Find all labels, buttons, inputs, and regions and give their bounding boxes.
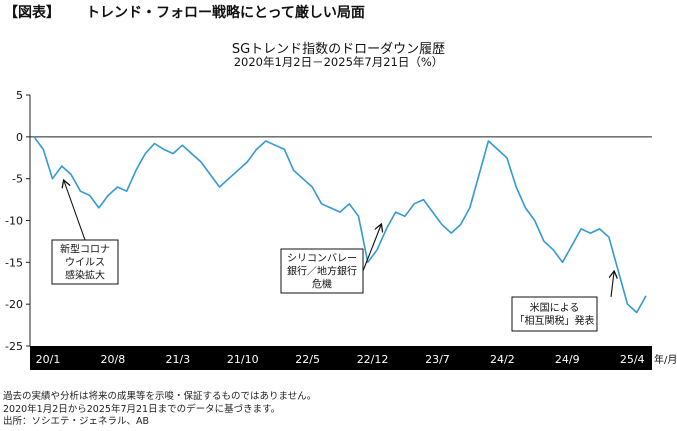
chart-title: SGトレンド指数のドローダウン履歴 [231,42,446,57]
x-tick-label: 20/8 [101,353,126,366]
y-tick-label: 5 [16,89,23,102]
footnote-disclaimer: 過去の実績や分析は将来の成果等を示唆・保証するものではありません。 [3,391,317,402]
y-tick-label: -5 [12,173,23,186]
annotation-text: シリコンバレー [287,253,357,265]
x-tick-label: 23/7 [425,353,450,366]
header-title: 【図表】 トレンド・フォロー戦略にとって厳しい局面 [4,2,365,22]
x-tick-label: 24/2 [490,353,515,366]
x-tick-label: 20/1 [36,353,61,366]
annotation-text: 危機 [312,278,332,291]
annotation-text: 感染拡大 [65,269,105,282]
annotation-arrow [64,181,86,241]
y-tick-label: 0 [16,131,23,144]
y-tick-label: -25 [5,340,23,353]
y-tick-label: -20 [5,298,23,311]
annotation-box [51,239,119,285]
annotation-text: 銀行／地方銀行 [287,265,357,278]
annotation-arrow [611,272,614,298]
footnotes: 過去の実績や分析は将来の成果等を示唆・保証するものではありません。 2020年1… [3,391,316,429]
y-tick-label: -15 [5,256,23,269]
footnote-period: 2020年1月2日から2025年7月21日までのデータに基づきます。 [3,403,281,415]
annotation-text: 米国による [530,301,580,314]
x-tick-label: 25/4 [620,353,645,366]
annotation-text: ウイルス [65,257,105,269]
x-tick-label: 22/12 [357,353,389,366]
annotation-box [280,248,364,294]
x-tick-label: 22/5 [295,353,320,366]
drawdown-series-line [33,136,647,314]
annotation-text: 「相互関税」発表 [515,314,595,327]
annotation-box [511,296,598,332]
header-bracket-label: 【図表】 [4,5,60,21]
footnote-source: 出所：ソシエテ・ジェネラル、AB [3,416,150,427]
chart-subtitle: 2020年1月2日－2025年7月21日（%） [233,55,444,69]
y-tick-label: -10 [5,215,23,228]
annotation-text: 新型コロナ [60,243,110,256]
x-tick-label: 24/9 [555,353,580,366]
header-title-text: トレンド・フォロー戦略にとって厳しい局面 [86,5,365,21]
annotation-arrow [362,225,381,272]
x-axis-band [30,346,652,370]
x-unit-label: 年/月 [654,353,677,366]
x-tick-label: 21/3 [165,353,190,366]
x-tick-label: 21/10 [227,353,259,366]
